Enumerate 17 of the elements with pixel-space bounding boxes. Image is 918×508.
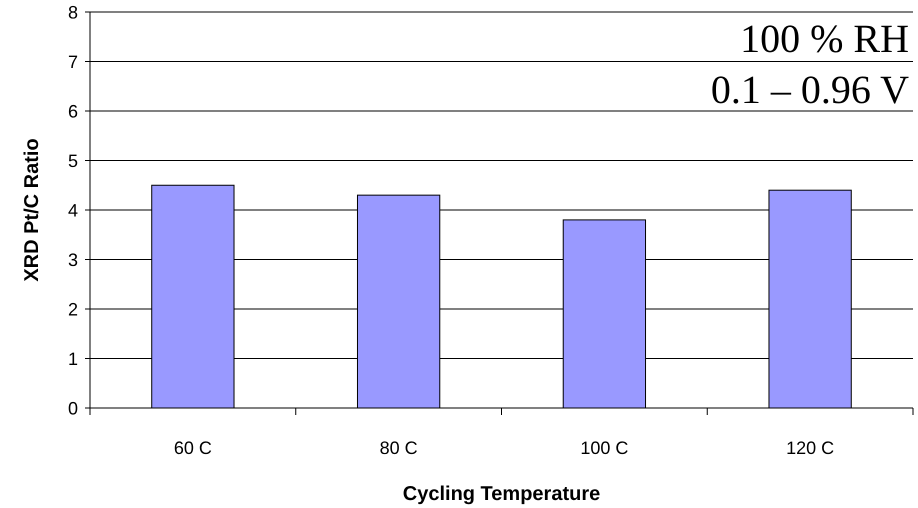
y-tick-label: 7 [68, 52, 78, 72]
y-tick-label: 3 [68, 250, 78, 270]
y-tick-label: 5 [68, 150, 78, 171]
x-tick-label: 60 C [174, 438, 212, 458]
y-tick-label: 2 [68, 299, 78, 320]
x-tick-label: 80 C [380, 438, 418, 458]
x-tick-label: 120 C [786, 438, 834, 458]
y-tick-label: 0 [68, 398, 78, 418]
y-tick-label: 4 [68, 200, 78, 220]
x-axis-title: Cycling Temperature [402, 483, 600, 505]
annotation: 0.1 – 0.96 V [710, 67, 910, 112]
y-axis-title: XRD Pt/C Ratio [21, 138, 43, 282]
x-tick-label: 100 C [580, 438, 628, 458]
annotation: 100 % RH [740, 16, 909, 61]
y-tick-label: 6 [68, 101, 78, 122]
y-tick-label: 1 [68, 348, 78, 369]
y-tick-label: 8 [68, 2, 78, 22]
